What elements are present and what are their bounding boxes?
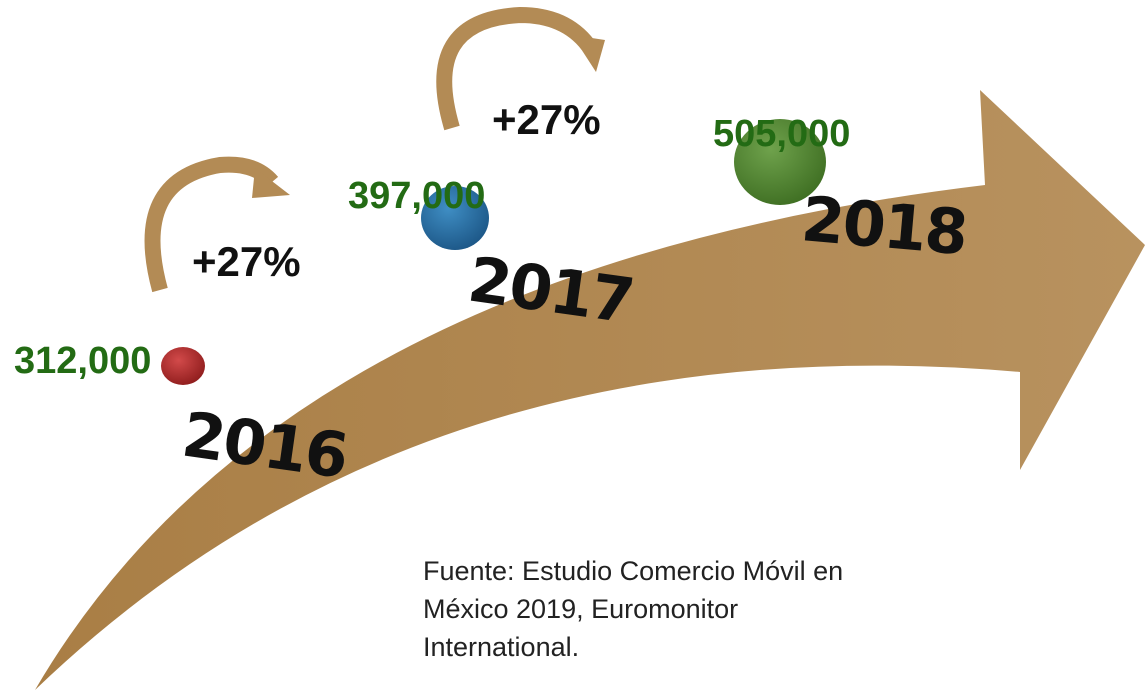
source-line: Fuente: Estudio Comercio Móvil en (423, 556, 843, 586)
curved-arrow-head (572, 35, 605, 72)
growth-label: +27% (492, 96, 601, 143)
source-line: México 2019, Euromonitor (423, 594, 738, 624)
page: {"items": [ {"year": "2016", "value": "3… (0, 0, 1145, 693)
value-label: 312,000 (14, 340, 151, 382)
value-label: 505,000 (713, 113, 850, 155)
ball (161, 347, 205, 385)
growth-label: +27% (192, 238, 301, 285)
infographic: 2016 2017 2018 312,000 397,000 505,000 +… (0, 0, 1145, 693)
value-label: 397,000 (348, 175, 485, 217)
year-label: 2018 (799, 182, 969, 269)
source-line: International. (423, 632, 579, 662)
